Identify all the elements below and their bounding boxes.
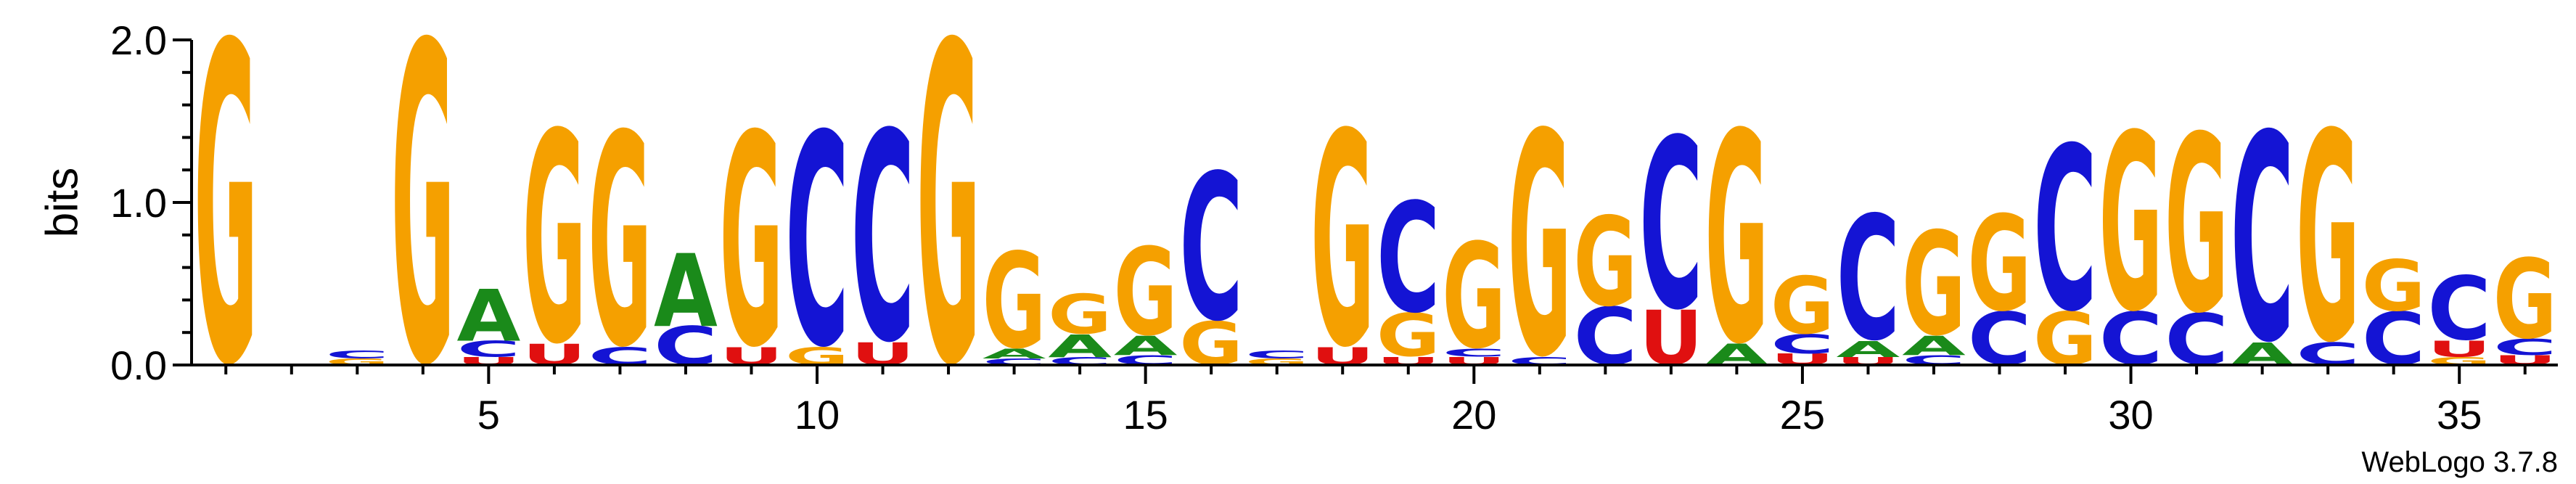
logo-letter-g-pos-7: G (588, 74, 652, 412)
logo-letter-c-pos-10: C (785, 73, 849, 411)
x-tick-label: 20 (1451, 392, 1496, 438)
y-tick-label: 2.0 (110, 17, 167, 63)
y-tick-label: 1.0 (110, 180, 167, 226)
logo-letter-c-pos-23: C (1639, 91, 1703, 362)
logo-letter-g-pos-36: G (2493, 236, 2557, 363)
logo-letter-c-pos-5: C (456, 336, 520, 361)
logo-letter-g-pos-19: G (1377, 302, 1440, 370)
logo-letter-g-pos-9: G (720, 74, 784, 412)
logo-letter-g-pos-18: G (1310, 71, 1374, 412)
logo-letter-c-pos-3: C (325, 348, 389, 361)
logo-letter-c-pos-20: C (1442, 347, 1506, 359)
logo-letter-c-pos-25: C (1771, 329, 1834, 359)
weblogo-credit: WebLogo 3.7.8 (2361, 446, 2558, 478)
logo-letter-g-pos-22: G (1573, 192, 1637, 335)
logo-letter-a-pos-27: A (1902, 331, 1966, 362)
logo-letter-c-pos-35: C (2427, 259, 2491, 360)
logo-letter-g-pos-1: G (194, 0, 258, 462)
logo-letter-g-pos-15: G (1114, 223, 1178, 362)
logo-letter-c-pos-32: C (2231, 76, 2294, 406)
logo-letter-c-pos-17: C (1245, 348, 1309, 361)
logo-letter-g-pos-33: G (2296, 73, 2360, 406)
logo-letter-g-pos-4: G (391, 0, 455, 462)
x-tick-label: 35 (2437, 392, 2482, 438)
x-tick-label: 30 (2108, 392, 2153, 438)
logo-letter-u-pos-35: U (2427, 336, 2491, 361)
logo-letter-a-pos-26: A (1837, 336, 1900, 362)
logo-letter-g-pos-20: G (1442, 213, 1506, 381)
logo-letter-g-pos-25: G (1771, 261, 1834, 352)
x-tick-label: 25 (1780, 392, 1825, 438)
y-ticks: 0.0 1.0 2.0 (110, 17, 192, 388)
logo-letter-c-pos-29: C (2033, 100, 2097, 361)
logo-letter-g-pos-24: G (1705, 72, 1768, 408)
logo-letter-g-pos-13: G (983, 225, 1046, 377)
logo-letter-c-pos-19: C (1377, 171, 1440, 346)
logo-letter-c-pos-26: C (1837, 180, 1900, 378)
logo-letter-a-pos-14: A (1048, 328, 1112, 364)
x-tick-label: 15 (1123, 392, 1168, 438)
logo-letter-c-pos-36: C (2493, 335, 2557, 360)
logo-letter-g-pos-34: G (2362, 246, 2426, 327)
y-axis-label: bits (37, 168, 87, 237)
logo-letter-g-pos-27: G (1902, 203, 1966, 368)
logo-letter-a-pos-15: A (1114, 331, 1178, 362)
logo-letter-g-pos-12: G (916, 0, 980, 462)
logo-letter-g-pos-31: G (2165, 86, 2228, 367)
x-tick-label: 10 (795, 392, 840, 438)
y-tick-label: 0.0 (110, 343, 167, 388)
logo-letter-c-pos-16: C (1179, 133, 1243, 366)
x-ticks: 5 10 15 20 25 30 35 (224, 365, 2527, 438)
logo-letter-a-pos-13: A (983, 346, 1046, 361)
logo-letter-g-pos-14: G (1048, 282, 1112, 346)
logo-letter-g-pos-30: G (2099, 84, 2163, 366)
x-tick-label: 5 (477, 392, 500, 438)
logo-letter-g-pos-6: G (522, 72, 586, 408)
logo-letter-c-pos-11: C (851, 73, 915, 406)
logo-letter-a-pos-5: A (456, 276, 520, 358)
logo-letter-g-pos-28: G (1968, 188, 2032, 340)
logo-letter-a-pos-8: A (654, 233, 718, 350)
